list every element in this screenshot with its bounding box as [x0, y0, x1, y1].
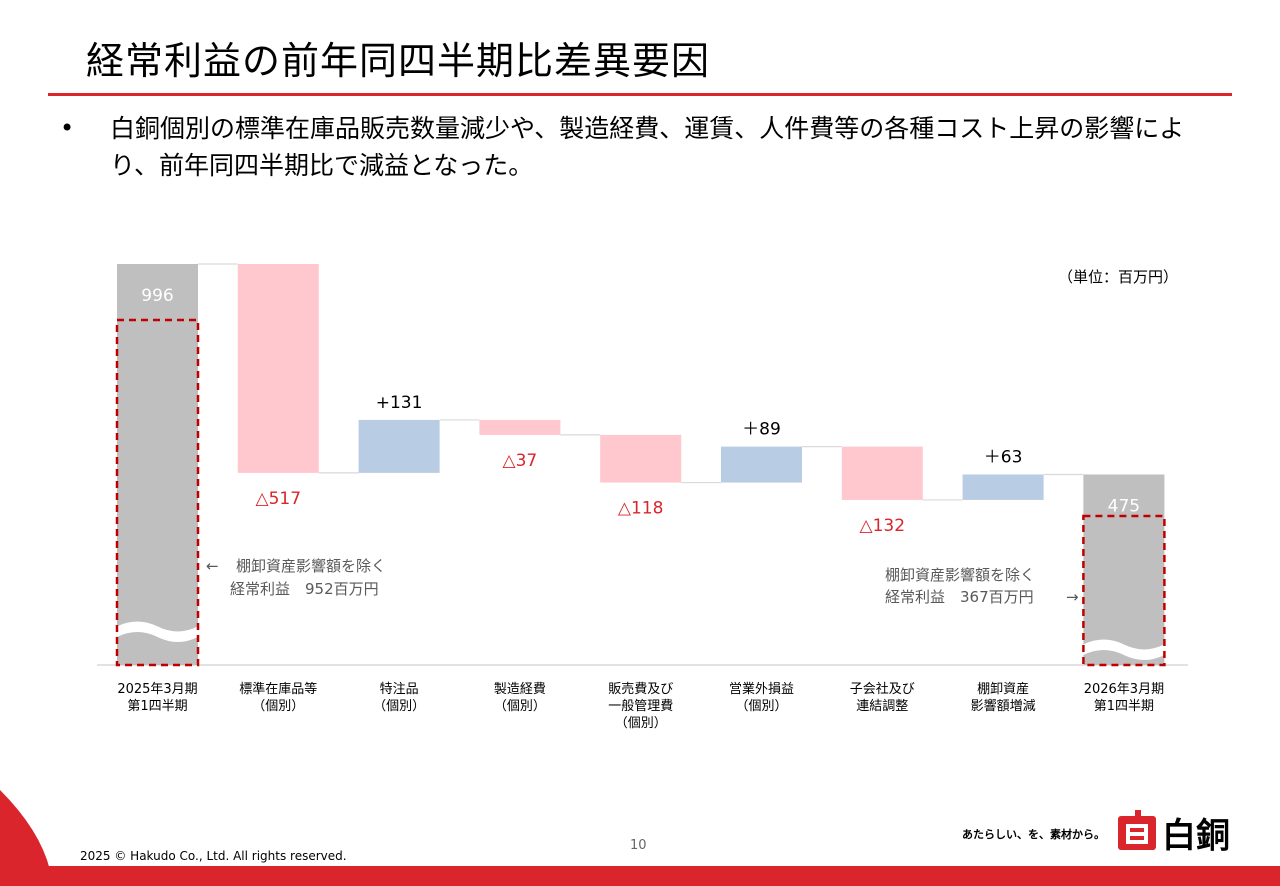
x-tick-label-1-1: （個別） [252, 699, 304, 714]
data-label-6: △132 [860, 516, 906, 536]
company-logo-text: 白銅 [1162, 816, 1230, 856]
x-tick-label-3-0: 製造経費 [494, 682, 546, 697]
x-tick-label-2-0: 特注品 [380, 682, 419, 697]
bar-0 [117, 264, 198, 665]
title-divider [48, 93, 1232, 96]
dashed-box-8 [1082, 514, 1166, 667]
axis-break-edge-8 [1083, 639, 1165, 651]
data-label-1: △517 [256, 489, 302, 509]
hakudo-logo-icon [1118, 810, 1156, 850]
x-tick-label-4-2: （個別） [615, 716, 667, 731]
footer-accent-bar [0, 866, 1280, 886]
x-tick-label-2-1: （個別） [373, 699, 425, 714]
bar-6 [841, 446, 923, 500]
annotation-left-line-2: 経常利益 952百万円 [230, 580, 379, 598]
page-number: 10 [630, 838, 647, 853]
x-tick-label-4-1: 一般管理費 [608, 698, 673, 714]
x-tick-label-7-0: 棚卸資産 [977, 681, 1029, 697]
data-label-3: △37 [503, 451, 538, 471]
bar-7 [962, 474, 1044, 500]
data-label-0: 996 [141, 286, 173, 306]
x-tick-label-7-1: 影響額増減 [971, 698, 1036, 714]
bar-3 [479, 419, 561, 435]
bar-1 [237, 264, 319, 473]
x-tick-label-6-0: 子会社及び [850, 681, 915, 697]
chart-unit-label: （単位：百万円） [1058, 268, 1178, 286]
bar-5 [721, 446, 802, 483]
annotation-right-line-2: 経常利益 367百万円 [885, 588, 1034, 606]
bullet-marker: • [60, 114, 75, 142]
annotation-left-line-1: 棚卸資産影響額を除く [236, 557, 386, 575]
corner-accent-shape [0, 790, 50, 870]
x-tick-label-0-1: 第1四半期 [127, 699, 187, 714]
x-tick-label-5-0: 営業外損益 [729, 681, 794, 697]
x-tick-label-1-0: 標準在庫品等 [239, 681, 317, 697]
dashed-box-0 [115, 318, 200, 667]
x-tick-label-8-0: 2026年3月期 [1084, 682, 1164, 697]
annotation-arrow-left: ← [206, 557, 219, 575]
annotation-right-line-1: 棚卸資産影響額を除く [885, 566, 1035, 584]
bar-4 [600, 434, 682, 483]
x-tick-label-8-1: 第1四半期 [1094, 699, 1154, 714]
annotation-arrow-right: → [1066, 588, 1079, 606]
data-label-4: △118 [618, 499, 664, 519]
summary-bullet: 白銅個別の標準在庫品販売数量減少や、製造経費、運賃、人件費等の各種コスト上昇の影… [110, 114, 1185, 180]
bar-2 [358, 419, 440, 473]
x-tick-label-0-0: 2025年3月期 [117, 682, 197, 697]
data-label-7: ＋63 [984, 447, 1023, 467]
axis-break-edge-0 [116, 621, 199, 633]
axis-break-0 [117, 622, 198, 642]
x-tick-label-6-1: 連結調整 [856, 699, 908, 714]
page-title: 経常利益の前年同四半期比差異要因 [86, 39, 711, 83]
company-tagline: あたらしい、を、素材から。 [962, 828, 1105, 841]
x-tick-label-3-1: （個別） [494, 699, 546, 714]
x-tick-label-4-0: 販売費及び [608, 681, 673, 697]
axis-break-8 [1083, 640, 1165, 660]
x-tick-label-5-1: （個別） [735, 699, 787, 714]
data-label-5: ＋89 [742, 420, 781, 440]
copyright-text: 2025 © Hakudo Co., Ltd. All rights reser… [80, 849, 347, 863]
data-label-2: +131 [376, 393, 423, 413]
data-label-8: 475 [1108, 496, 1140, 516]
bar-8 [1083, 474, 1165, 665]
